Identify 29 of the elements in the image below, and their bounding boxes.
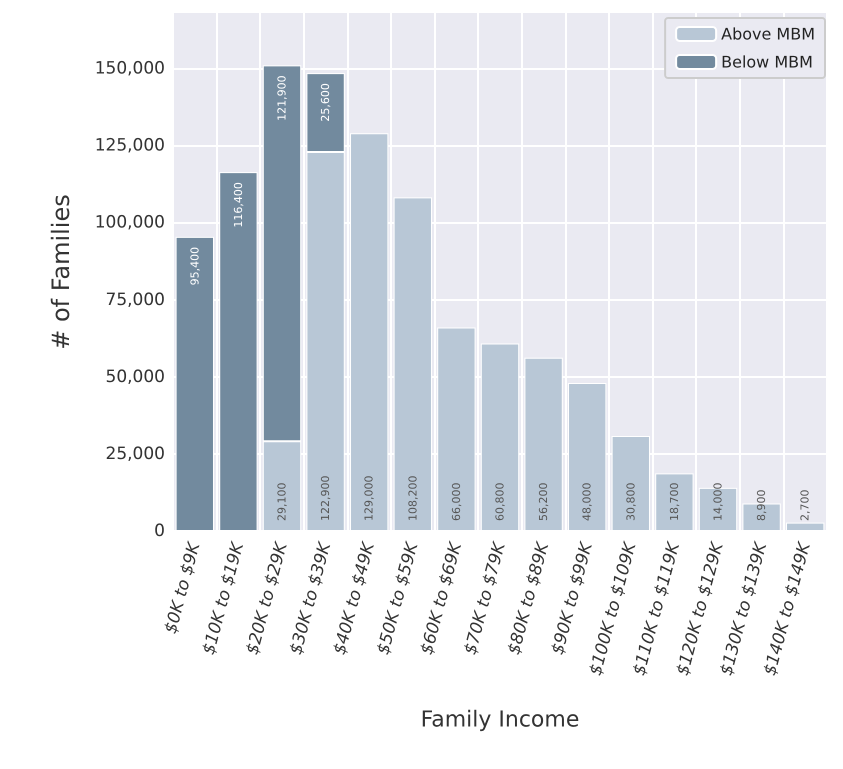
data-label: 122,900 (319, 476, 332, 521)
x-tick-label: $0K to $9K (160, 538, 205, 636)
data-label: 14,000 (712, 482, 724, 521)
data-label: 25,600 (319, 83, 332, 122)
data-label: 18,700 (668, 482, 681, 521)
y-tick-label: 0 (154, 521, 165, 541)
legend-label: Above MBM (721, 24, 815, 44)
data-label: 8,900 (755, 490, 768, 521)
y-tick-label: 25,000 (106, 444, 165, 464)
data-label: 2,700 (798, 490, 812, 521)
data-label: 121,900 (276, 75, 288, 121)
data-label: 116,400 (232, 182, 245, 228)
x-axis-title: Family Income (420, 708, 580, 732)
y-tick-label: 150,000 (94, 58, 165, 78)
data-label: 95,400 (188, 246, 202, 286)
data-label: 66,000 (450, 482, 463, 521)
data-label: 108,200 (406, 476, 420, 521)
data-label: 29,100 (276, 482, 288, 521)
data-label: 48,000 (580, 482, 594, 521)
data-label: 30,800 (624, 482, 638, 521)
y-tick-label: 125,000 (94, 136, 165, 156)
data-label: 60,800 (494, 482, 506, 521)
y-tick-label: 50,000 (106, 366, 165, 387)
y-tick-label: 100,000 (94, 212, 165, 233)
y-tick-label: 75,000 (106, 290, 165, 310)
legend-label: Below MBM (721, 52, 813, 72)
data-label: 129,000 (362, 476, 376, 521)
y-axis-title: # of Families (47, 194, 75, 350)
data-label: 56,200 (537, 482, 550, 521)
